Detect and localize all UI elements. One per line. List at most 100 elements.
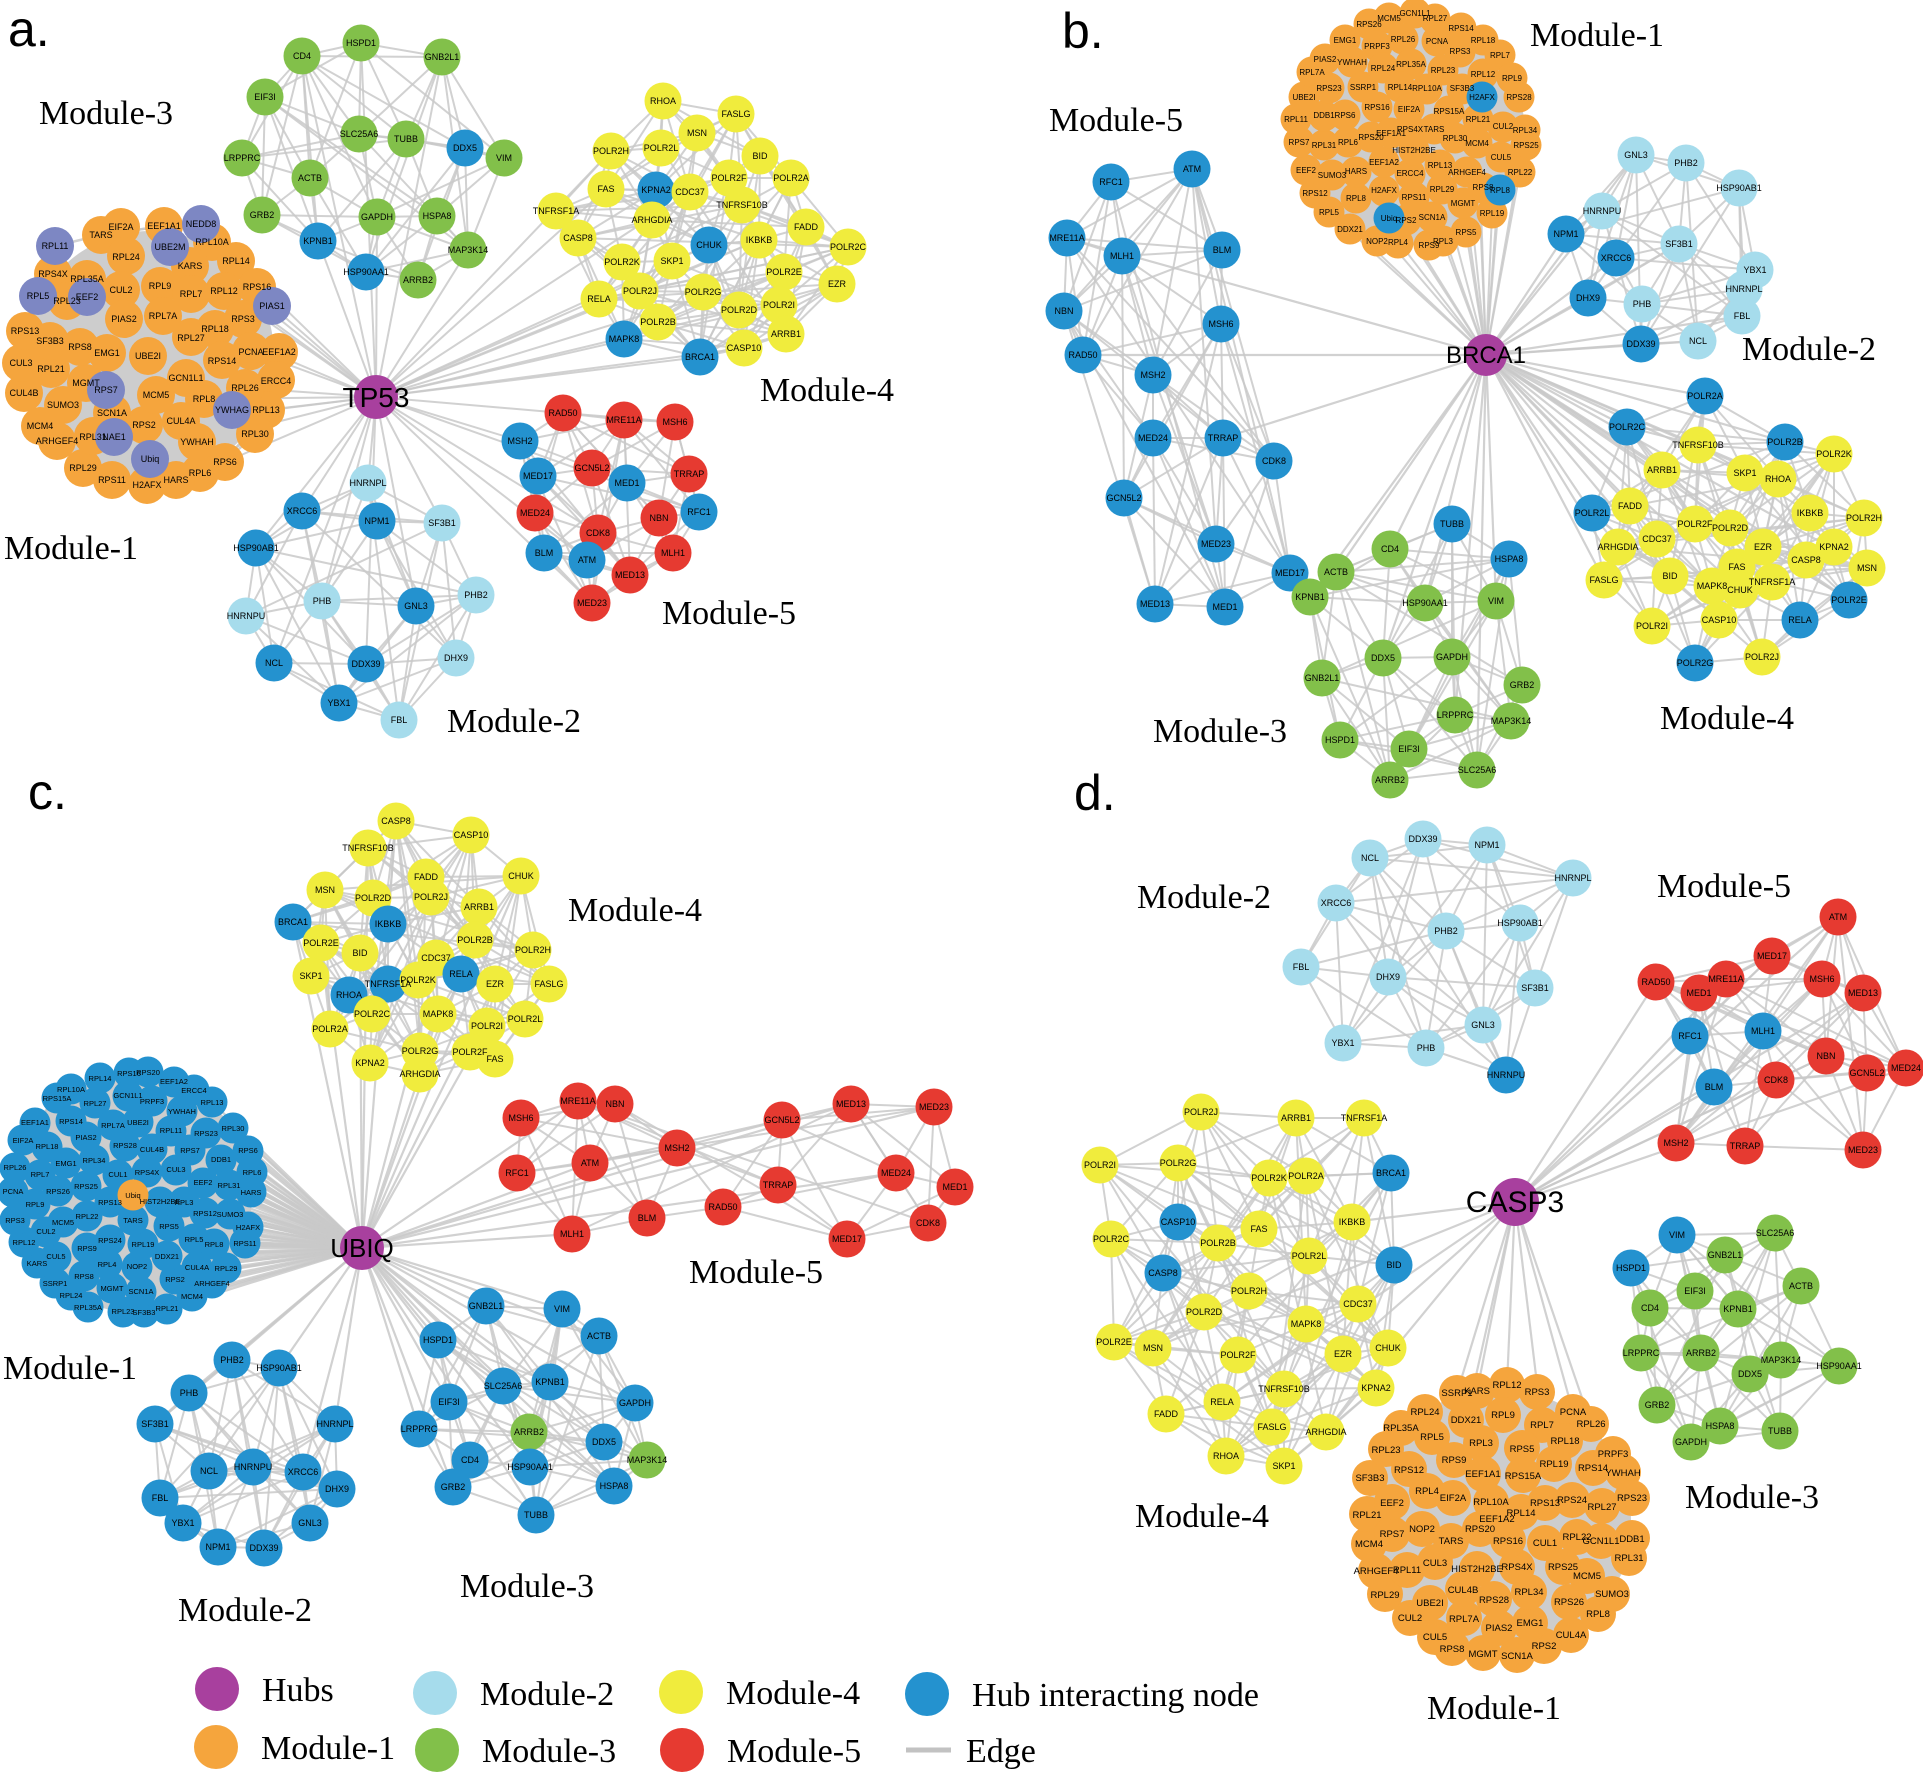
svg-text:RPL8: RPL8 bbox=[1490, 186, 1511, 195]
svg-text:MSH2: MSH2 bbox=[664, 1143, 689, 1153]
svg-text:EEF1A1: EEF1A1 bbox=[21, 1118, 49, 1127]
svg-text:RPL34: RPL34 bbox=[1514, 1587, 1543, 1598]
svg-text:NCL: NCL bbox=[265, 658, 283, 668]
svg-text:RPL27: RPL27 bbox=[1587, 1502, 1616, 1513]
svg-text:RPL19: RPL19 bbox=[132, 1240, 155, 1249]
svg-text:MSN: MSN bbox=[687, 128, 707, 138]
svg-text:RPL7: RPL7 bbox=[1530, 1420, 1554, 1431]
svg-text:RAD50: RAD50 bbox=[708, 1202, 737, 1212]
svg-text:RPS14: RPS14 bbox=[1448, 24, 1474, 33]
svg-text:CUL5: CUL5 bbox=[1423, 1632, 1447, 1643]
svg-text:RPS5: RPS5 bbox=[1510, 1444, 1535, 1455]
svg-text:HSPA8: HSPA8 bbox=[600, 1481, 629, 1491]
svg-text:YBX1: YBX1 bbox=[327, 698, 350, 708]
svg-text:RPL29: RPL29 bbox=[215, 1264, 238, 1273]
svg-text:RPL22: RPL22 bbox=[76, 1212, 99, 1221]
svg-text:CUL1: CUL1 bbox=[108, 1170, 127, 1179]
svg-text:TRRAP: TRRAP bbox=[763, 1180, 794, 1190]
svg-text:RPS16: RPS16 bbox=[1364, 103, 1390, 112]
svg-text:CDK8: CDK8 bbox=[586, 528, 610, 538]
svg-text:MAPK8: MAPK8 bbox=[609, 334, 640, 344]
svg-text:ATM: ATM bbox=[581, 1158, 599, 1168]
svg-text:PIAS2: PIAS2 bbox=[111, 314, 137, 324]
svg-text:CUL3: CUL3 bbox=[166, 1165, 185, 1174]
svg-text:HIST2H2BE: HIST2H2BE bbox=[1451, 1564, 1503, 1575]
svg-text:Edge: Edge bbox=[966, 1733, 1036, 1770]
svg-text:NCL: NCL bbox=[1361, 853, 1379, 863]
svg-text:Ubiq: Ubiq bbox=[141, 454, 160, 464]
svg-text:POLR2L: POLR2L bbox=[1575, 508, 1610, 518]
svg-text:Module-5: Module-5 bbox=[689, 1254, 823, 1291]
svg-text:RPL13: RPL13 bbox=[1428, 161, 1453, 170]
svg-text:POLR2J: POLR2J bbox=[1745, 652, 1779, 662]
svg-text:TARS: TARS bbox=[123, 1216, 142, 1225]
svg-text:MSH2: MSH2 bbox=[1663, 1138, 1688, 1148]
svg-text:RPL19: RPL19 bbox=[1480, 209, 1505, 218]
svg-text:POLR2K: POLR2K bbox=[400, 975, 436, 985]
svg-text:RPL13: RPL13 bbox=[252, 405, 280, 415]
svg-text:CUL1: CUL1 bbox=[1533, 1538, 1557, 1549]
svg-text:DDX21: DDX21 bbox=[1337, 225, 1363, 234]
svg-text:EIF2A: EIF2A bbox=[1398, 105, 1421, 114]
svg-text:ARHGEF4: ARHGEF4 bbox=[194, 1279, 229, 1288]
svg-text:EEF1A1: EEF1A1 bbox=[1465, 1469, 1500, 1480]
svg-text:MCM4: MCM4 bbox=[1355, 1539, 1383, 1550]
svg-text:RPL7A: RPL7A bbox=[1449, 1614, 1480, 1625]
svg-text:GCN5L2: GCN5L2 bbox=[764, 1115, 799, 1125]
svg-text:POLR2G: POLR2G bbox=[1677, 658, 1714, 668]
svg-text:POLR2B: POLR2B bbox=[1200, 1238, 1236, 1248]
svg-text:EZR: EZR bbox=[486, 979, 505, 989]
svg-text:Module-3: Module-3 bbox=[1685, 1479, 1819, 1516]
svg-text:RPL31: RPL31 bbox=[218, 1181, 241, 1190]
svg-text:DDX39: DDX39 bbox=[1408, 834, 1437, 844]
svg-text:GAPDH: GAPDH bbox=[1436, 652, 1468, 662]
svg-text:CASP8: CASP8 bbox=[1148, 1268, 1178, 1278]
svg-text:TRRAP: TRRAP bbox=[1730, 1141, 1761, 1151]
svg-text:Hubs: Hubs bbox=[262, 1672, 334, 1709]
svg-text:Module-1: Module-1 bbox=[3, 1350, 137, 1387]
svg-text:RELA: RELA bbox=[1788, 615, 1812, 625]
svg-text:DHX9: DHX9 bbox=[444, 653, 468, 663]
svg-text:RPL21: RPL21 bbox=[37, 364, 65, 374]
svg-text:HNRNPU: HNRNPU bbox=[1487, 1070, 1526, 1080]
svg-text:GNL3: GNL3 bbox=[1471, 1020, 1495, 1030]
svg-text:CD4: CD4 bbox=[1641, 1303, 1659, 1313]
svg-text:POLR2E: POLR2E bbox=[1831, 595, 1867, 605]
svg-text:RPL5: RPL5 bbox=[1420, 1432, 1444, 1443]
svg-text:HSPD1: HSPD1 bbox=[423, 1335, 453, 1345]
svg-text:HIST2H2BE: HIST2H2BE bbox=[1392, 146, 1436, 155]
svg-text:POLR2D: POLR2D bbox=[355, 893, 392, 903]
svg-text:FAS: FAS bbox=[1728, 562, 1745, 572]
svg-text:Module-2: Module-2 bbox=[1742, 331, 1876, 368]
svg-text:NEDD8: NEDD8 bbox=[186, 219, 217, 229]
svg-text:RPL29: RPL29 bbox=[1370, 1590, 1399, 1601]
svg-text:ATM: ATM bbox=[1183, 164, 1201, 174]
svg-text:RPL6: RPL6 bbox=[243, 1168, 262, 1177]
svg-text:RPS3: RPS3 bbox=[1525, 1387, 1550, 1398]
svg-text:FBL: FBL bbox=[1293, 962, 1310, 972]
svg-text:ACTB: ACTB bbox=[587, 1331, 611, 1341]
svg-text:RPL12: RPL12 bbox=[1492, 1380, 1521, 1391]
svg-text:RPS12: RPS12 bbox=[1302, 189, 1328, 198]
svg-text:MED17: MED17 bbox=[523, 471, 553, 481]
svg-text:PRPF3: PRPF3 bbox=[140, 1097, 164, 1106]
svg-text:RPL4: RPL4 bbox=[1388, 238, 1409, 247]
svg-text:SF3B1: SF3B1 bbox=[428, 518, 456, 528]
svg-text:RHOA: RHOA bbox=[1213, 1451, 1239, 1461]
svg-text:CUL4A: CUL4A bbox=[166, 416, 195, 426]
svg-text:CDK8: CDK8 bbox=[1262, 456, 1286, 466]
svg-text:RPS2: RPS2 bbox=[165, 1275, 185, 1284]
svg-text:EEF2: EEF2 bbox=[1380, 1498, 1404, 1509]
svg-text:FAS: FAS bbox=[1250, 1224, 1267, 1234]
svg-text:NCL: NCL bbox=[1689, 336, 1707, 346]
svg-text:BLM: BLM bbox=[1213, 245, 1232, 255]
svg-text:EIF3I: EIF3I bbox=[1398, 744, 1420, 754]
svg-text:MLH1: MLH1 bbox=[560, 1229, 584, 1239]
svg-text:KPNA2: KPNA2 bbox=[1361, 1383, 1391, 1393]
svg-text:CDC37: CDC37 bbox=[675, 187, 705, 197]
svg-text:PHB2: PHB2 bbox=[1674, 158, 1698, 168]
svg-text:YBX1: YBX1 bbox=[1743, 265, 1766, 275]
svg-text:EIF3I: EIF3I bbox=[1684, 1286, 1706, 1296]
svg-text:RPL7A: RPL7A bbox=[149, 311, 178, 321]
svg-text:DHX9: DHX9 bbox=[1576, 293, 1600, 303]
